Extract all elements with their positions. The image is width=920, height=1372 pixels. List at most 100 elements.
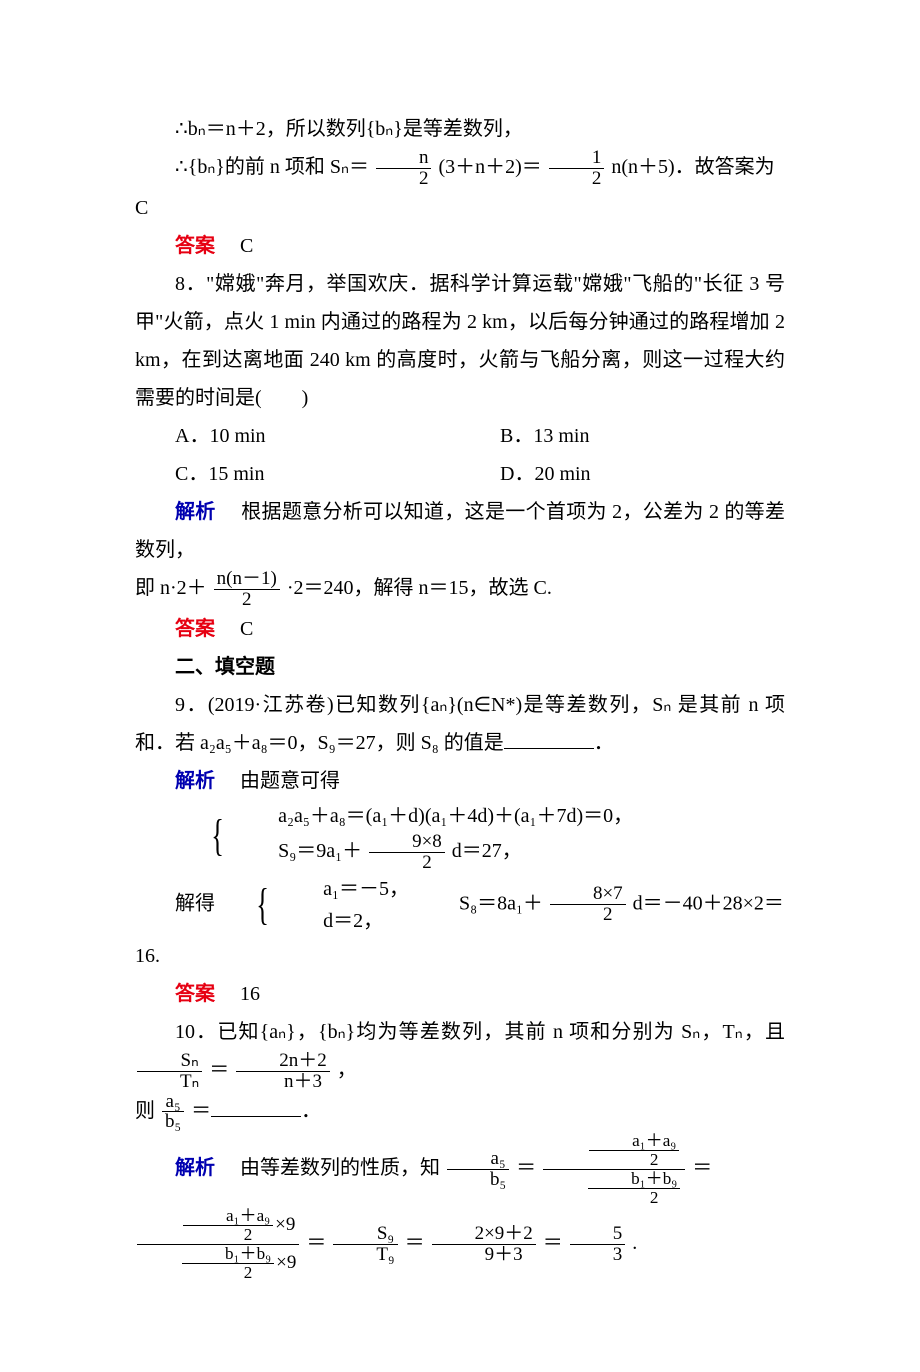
den: 2 bbox=[376, 168, 432, 189]
den: 2 bbox=[550, 904, 626, 925]
spacer bbox=[221, 501, 241, 523]
question-10-line1: 10．已知{aₙ}，{bₙ}均为等差数列，其前 n 项和分别为 Sₙ，Tₙ，且 … bbox=[135, 1013, 785, 1092]
blank bbox=[211, 1097, 301, 1117]
frac-nn1-2: n(n－1) 2 bbox=[214, 569, 280, 610]
question-10-line2: 则 a₅ b₅ ＝． bbox=[135, 1092, 785, 1133]
text: ， bbox=[337, 1059, 357, 1081]
question-8: 8．"嫦娥"奔月，举国欢庆．据科学计算运载"嫦娥"飞船的"长征 3 号甲"火箭，… bbox=[135, 265, 785, 417]
brace-body: a₂a₅＋a₈＝(a₁＋d)(a₁＋4d)＋(a₁＋7d)＝0， S₉＝9a₁＋… bbox=[238, 800, 633, 873]
spacer bbox=[220, 983, 240, 1005]
spacer bbox=[414, 892, 454, 914]
x9: ×9 bbox=[276, 1252, 296, 1273]
num: a₁＋a₉ 2 bbox=[543, 1132, 685, 1169]
choices-8: A．10 min B．13 min C．15 min D．20 min bbox=[135, 417, 785, 493]
text: 即 n·2＋ bbox=[135, 577, 207, 599]
answer-value: 16 bbox=[240, 983, 260, 1005]
analysis-8-line2: 即 n·2＋ n(n－1) 2 ·2＝240，解得 n＝15，故选 C. bbox=[135, 569, 785, 610]
text: 9．(2019·江苏卷)已知数列{aₙ}(n∈N*)是等差数列，Sₙ 是其前 n… bbox=[135, 694, 785, 754]
analysis-8-line1: 解析 根据题意分析可以知道，这是一个首项为 2，公差为 2 的等差数列， bbox=[135, 493, 785, 569]
frac-9x8-2: 9×8 2 bbox=[369, 832, 445, 873]
text: S₈＝8a₁＋ bbox=[459, 892, 543, 914]
num: a₁＋a₉ bbox=[589, 1132, 679, 1150]
text: ·2＝240，解得 n＝15，故选 C. bbox=[287, 577, 552, 599]
text: 解得 bbox=[175, 892, 215, 914]
eq: ＝ bbox=[692, 1157, 712, 1179]
eq-row-1: a₂a₅＋a₈＝(a₁＋d)(a₁＋4d)＋(a₁＋7d)＝0， bbox=[238, 800, 633, 832]
frac-nested-1: a₁＋a₉ 2 b₁＋b₉ 2 bbox=[543, 1132, 685, 1207]
analysis-text: 由题意可得 bbox=[240, 770, 340, 792]
den: 2 bbox=[369, 852, 445, 873]
text: (3＋n＋2)＝ bbox=[438, 156, 541, 178]
den: 2 bbox=[589, 1150, 679, 1169]
frac-n-2: n 2 bbox=[376, 148, 432, 189]
den: 2 bbox=[549, 168, 605, 189]
num: n bbox=[376, 148, 432, 168]
frac-inner: b₁＋b₉ 2 bbox=[588, 1170, 680, 1207]
num: 2n＋2 bbox=[236, 1051, 330, 1071]
answer-9: 答案 16 bbox=[135, 975, 785, 1013]
brace-icon: { bbox=[232, 873, 269, 937]
section-2-heading: 二、填空题 bbox=[135, 648, 785, 686]
text: ． bbox=[594, 732, 614, 754]
num: 2×9＋2 bbox=[432, 1224, 536, 1244]
den: 2 bbox=[214, 589, 280, 610]
line-bn-eq: ∴bₙ＝n＋2，所以数列{bₙ}是等差数列， bbox=[135, 110, 785, 148]
den: b₅ bbox=[162, 1111, 184, 1132]
choice-b: B．13 min bbox=[460, 417, 785, 455]
num: b₁＋b₉ bbox=[588, 1170, 680, 1188]
analysis-text: 由等差数列的性质，知 bbox=[240, 1157, 440, 1179]
period: . bbox=[632, 1232, 637, 1254]
text: ＝ bbox=[191, 1100, 211, 1122]
frac-result-1: 2×9＋2 9＋3 bbox=[432, 1224, 536, 1265]
x9: ×9 bbox=[275, 1214, 295, 1235]
analysis-label: 解析 bbox=[175, 1157, 215, 1179]
line-sn-formula: ∴{bₙ}的前 n 项和 Sₙ＝ n 2 (3＋n＋2)＝ 1 2 n(n＋5)… bbox=[135, 148, 785, 227]
choice-c: C．15 min bbox=[135, 455, 460, 493]
question-9: 9．(2019·江苏卷)已知数列{aₙ}(n∈N*)是等差数列，Sₙ 是其前 n… bbox=[135, 686, 785, 762]
den: 9＋3 bbox=[432, 1244, 536, 1265]
frac-sn-tn: Sₙ Tₙ bbox=[137, 1051, 202, 1092]
eq: ＝ bbox=[405, 1232, 425, 1254]
text: ∴{bₙ}的前 n 项和 Sₙ＝ bbox=[175, 156, 369, 178]
eq: ＝ bbox=[306, 1232, 326, 1254]
num: b₁＋b₉ bbox=[182, 1245, 274, 1263]
answer-value: C bbox=[240, 618, 253, 640]
text: S₉＝9a₁＋ bbox=[278, 840, 362, 862]
answer-label: 答案 bbox=[175, 235, 215, 257]
brace-solution: { a₁＝－5， d＝2， bbox=[220, 873, 409, 937]
analysis-9-lead: 解析 由题意可得 bbox=[135, 762, 785, 800]
num: 9×8 bbox=[369, 832, 445, 852]
eq: ＝ bbox=[209, 1059, 229, 1081]
analysis-label: 解析 bbox=[175, 501, 216, 523]
num: a₅ bbox=[162, 1092, 184, 1112]
spacer bbox=[220, 770, 240, 792]
den: 2 bbox=[588, 1188, 680, 1207]
analysis-label: 解析 bbox=[175, 770, 215, 792]
answer-value-text: C bbox=[240, 235, 253, 257]
frac-inner: b₁＋b₉ 2 bbox=[182, 1245, 274, 1282]
answer-8: 答案 C bbox=[135, 610, 785, 648]
answer-value bbox=[220, 235, 240, 257]
analysis-9-solve: 解得 { a₁＝－5， d＝2， S₈＝8a₁＋ 8×7 2 d＝－40＋28×… bbox=[135, 873, 785, 975]
answer-label: 答案 bbox=[175, 618, 215, 640]
frac-5-3: 5 3 bbox=[570, 1224, 626, 1265]
num: 1 bbox=[549, 148, 605, 168]
brace-body: a₁＝－5， d＝2， bbox=[283, 873, 409, 937]
frac-a5-b5-2: a₅ b₅ bbox=[447, 1149, 509, 1190]
choice-a: A．10 min bbox=[135, 417, 460, 455]
spacer bbox=[220, 618, 240, 640]
frac-nested-2: a₁＋a₉ 2 ×9 b₁＋b₉ 2 ×9 bbox=[137, 1207, 299, 1282]
text: 10．已知{aₙ}，{bₙ}均为等差数列，其前 n 项和分别为 Sₙ，Tₙ，且 bbox=[175, 1021, 785, 1043]
num: a₁＋a₉ 2 ×9 bbox=[137, 1207, 299, 1244]
frac-inner: a₁＋a₉ 2 bbox=[589, 1132, 679, 1169]
eq: ＝ bbox=[543, 1232, 563, 1254]
text: d＝27， bbox=[452, 840, 522, 862]
num: S₉ bbox=[333, 1224, 397, 1244]
frac-8x7-2: 8×7 2 bbox=[550, 884, 626, 925]
brace-icon: { bbox=[187, 800, 224, 873]
frac-2n2-n3: 2n＋2 n＋3 bbox=[236, 1051, 330, 1092]
answer-label: 答案 bbox=[175, 983, 215, 1005]
den: T₉ bbox=[333, 1244, 397, 1265]
blank bbox=[504, 729, 594, 749]
frac-s9-t9: S₉ T₉ bbox=[333, 1224, 397, 1265]
